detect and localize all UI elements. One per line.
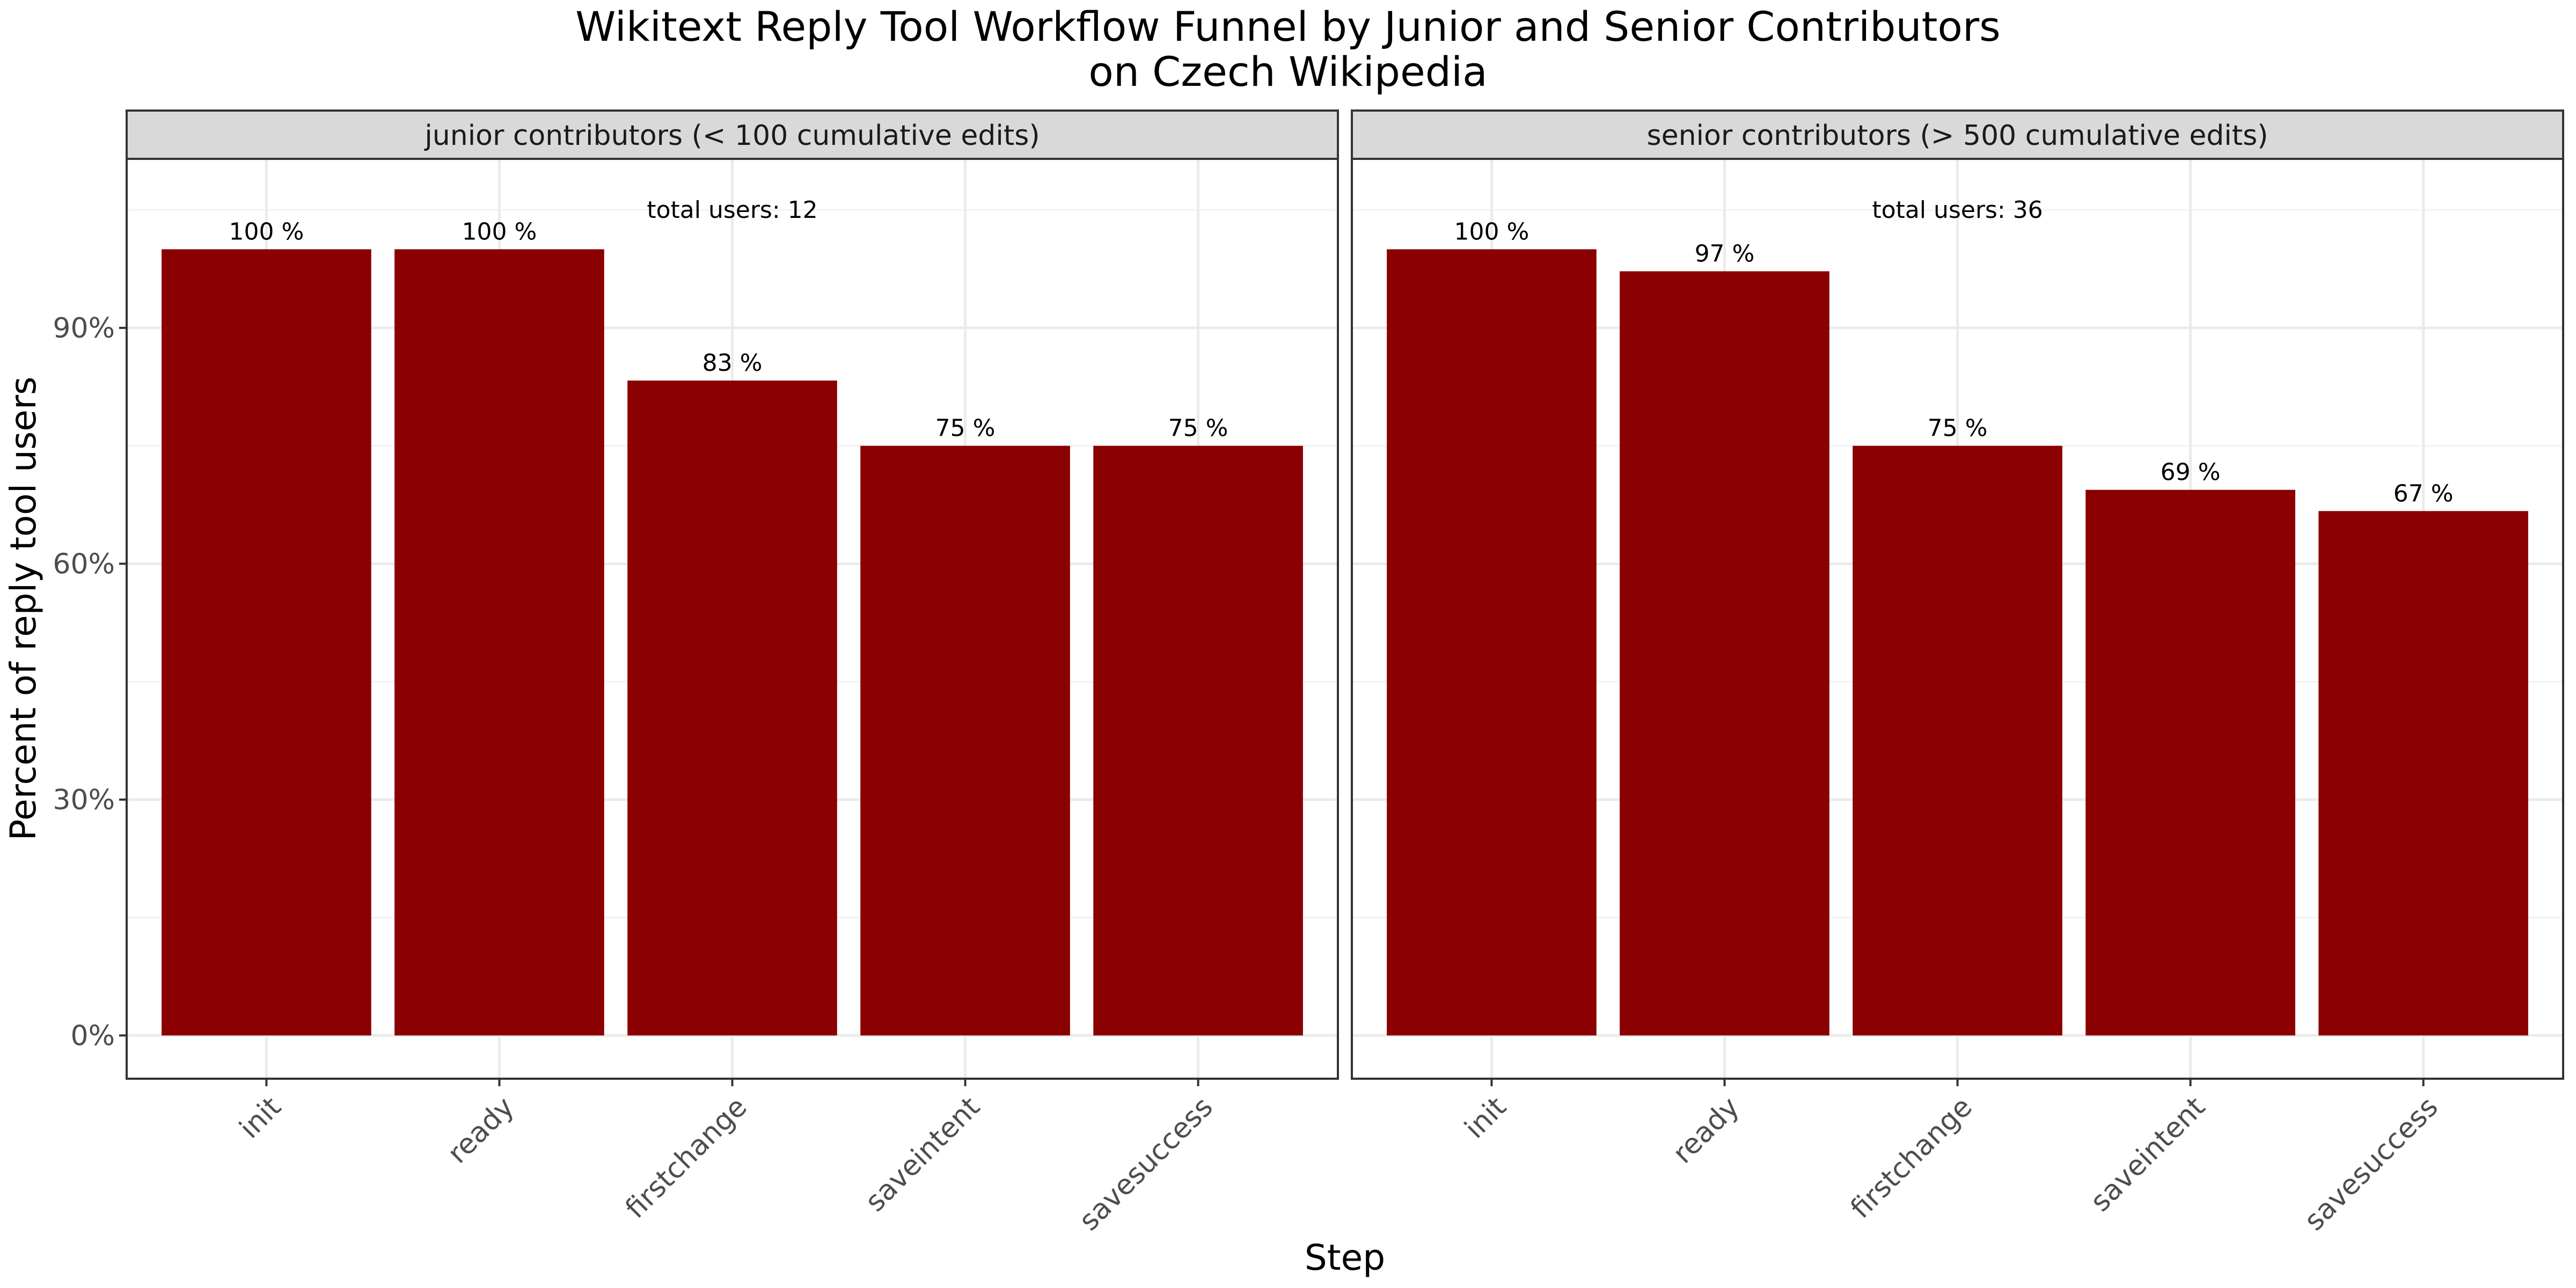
bar-label-firstchange: 83 % <box>702 349 763 377</box>
bar-saveintent <box>860 445 1070 1036</box>
bar-savesuccess <box>2318 511 2528 1036</box>
facet-strip-label: junior contributors (< 100 cumulative ed… <box>424 120 1040 152</box>
y-tick-label: 90% <box>53 312 115 345</box>
panel-annotation: total users: 36 <box>1872 196 2043 224</box>
facet-panels: 100 % 100 % 83 % 75 % 75 % total users: 12 jun… <box>126 109 2564 1237</box>
facet-panel-2: 100 % 97 % 75 % 69 % 67 % total users: 36 seni… <box>1351 109 2564 1237</box>
bar-label-init: 100 % <box>1454 218 1529 245</box>
bar-label-ready: 100 % <box>462 218 537 245</box>
bar-saveintent <box>2085 489 2295 1036</box>
bar-init <box>1387 249 1597 1036</box>
bar-label-firstchange: 75 % <box>1928 415 1988 442</box>
bar-ready <box>1620 271 1829 1036</box>
y-tick-label: 60% <box>53 548 115 580</box>
bar-firstchange <box>1853 445 2062 1036</box>
facet-strip-label: senior contributors (> 500 cumulative ed… <box>1647 120 2268 152</box>
facet-panel-1: 100 % 100 % 83 % 75 % 75 % total users: 12 jun… <box>126 109 1339 1237</box>
x-axis-title: Step <box>1305 1237 1385 1278</box>
bar-label-ready: 97 % <box>1695 240 1755 267</box>
panel-annotation: total users: 12 <box>647 196 817 224</box>
y-axis: 0% 30% 60% 90% <box>53 312 127 1052</box>
bar-ready <box>394 249 604 1036</box>
chart-title-line-1: Wikitext Reply Tool Workflow Funnel by J… <box>575 3 2000 50</box>
bar-savesuccess <box>1093 445 1303 1036</box>
y-tick-label: 30% <box>53 784 115 816</box>
bar-label-saveintent: 69 % <box>2161 459 2221 486</box>
bar-label-savesuccess: 75 % <box>1168 415 1228 442</box>
bar-init <box>162 249 371 1036</box>
y-tick-label: 0% <box>71 1020 115 1052</box>
bar-label-savesuccess: 67 % <box>2394 480 2454 507</box>
bar-label-init: 100 % <box>229 218 304 245</box>
chart-title-line-2: on Czech Wikipedia <box>1088 48 1487 96</box>
bar-firstchange <box>627 380 837 1036</box>
y-axis-title: Percent of reply tool users <box>3 377 44 841</box>
facet-strip <box>1351 109 2564 160</box>
bar-label-saveintent: 75 % <box>935 415 996 442</box>
facet-strip <box>126 109 1339 160</box>
